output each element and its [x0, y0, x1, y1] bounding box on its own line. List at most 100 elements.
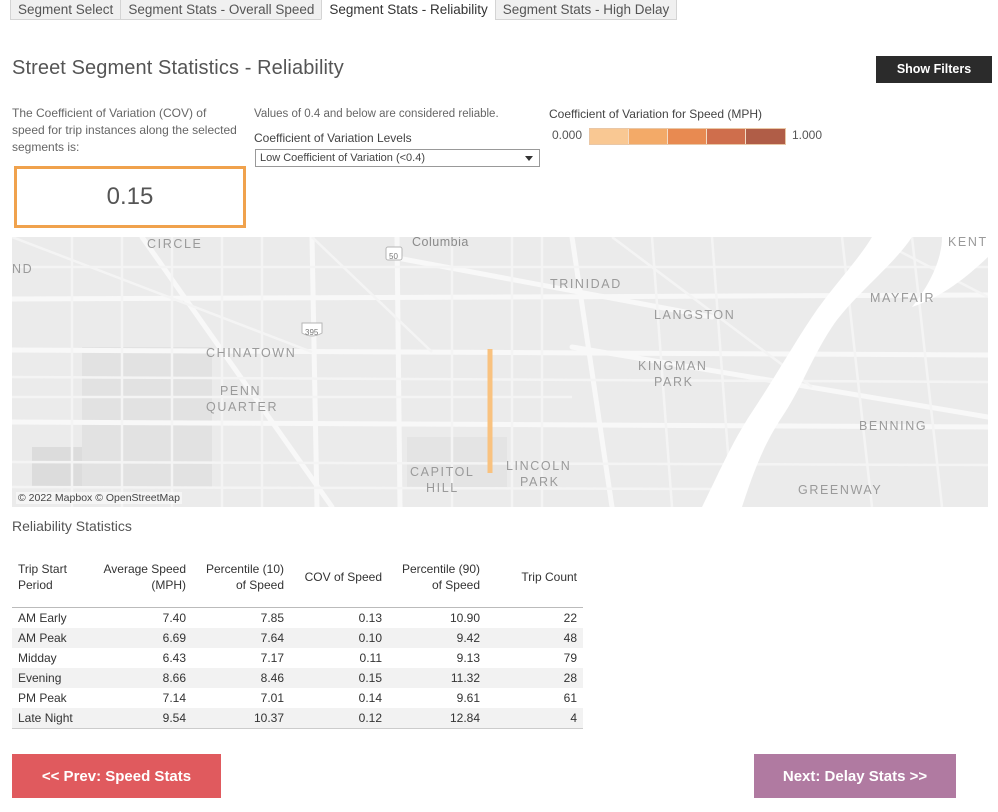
- cell-period: Midday: [18, 651, 57, 665]
- chevron-down-icon: [525, 156, 533, 161]
- next-delay-stats-button[interactable]: Next: Delay Stats >>: [754, 754, 956, 798]
- cell-p10: 7.85: [260, 611, 284, 625]
- map-label-nd: ND: [12, 262, 34, 276]
- cell-trip-count: 61: [563, 691, 577, 705]
- reliability-note: Values of 0.4 and below are considered r…: [254, 108, 499, 120]
- reliability-stats-table: Trip Start Period Average Speed (MPH) Pe…: [12, 557, 583, 729]
- header-line: of Speed: [235, 578, 284, 592]
- cell-cov: 0.11: [359, 651, 382, 665]
- header-line: Percentile (90): [401, 562, 480, 576]
- map-label-route-50: 50: [389, 252, 398, 261]
- header-percentile-10: Percentile (10) of Speed: [192, 557, 290, 608]
- reliability-stats-title: Reliability Statistics: [12, 518, 132, 534]
- cell-p90: 11.32: [388, 668, 486, 688]
- cell-avg-speed: 7.40: [162, 611, 186, 625]
- header-cov-of-speed: COV of Speed: [290, 557, 388, 608]
- header-average-speed: Average Speed (MPH): [90, 557, 192, 608]
- cell-period: Late Night: [12, 708, 90, 729]
- cell-p90: 12.84: [388, 708, 486, 729]
- cell-cov: 0.14: [358, 691, 382, 705]
- cov-levels-selected: Low Coefficient of Variation (<0.4): [260, 152, 425, 164]
- map-basemap: [12, 237, 988, 507]
- cell-trip-count: 28: [486, 668, 583, 688]
- tab-overall-speed[interactable]: Segment Stats - Overall Speed: [120, 0, 323, 20]
- header-trip-count: Trip Count: [486, 557, 583, 608]
- cell-trip-count: 4: [486, 708, 583, 729]
- map-label-kingman: KINGMAN: [638, 359, 708, 373]
- cov-levels-dropdown[interactable]: Low Coefficient of Variation (<0.4): [255, 149, 540, 167]
- legend-swatch: [590, 129, 629, 144]
- header-line: of Speed: [431, 578, 480, 592]
- table-row: Evening 8.66 8.46 0.15 11.32 28: [12, 668, 583, 688]
- table-row: AM Early 7.40 7.85 0.13 10.90 22: [12, 608, 583, 629]
- tab-bar: Segment Select Segment Stats - Overall S…: [10, 0, 678, 20]
- table-header-row: Trip Start Period Average Speed (MPH) Pe…: [12, 557, 583, 608]
- table-row: PM Peak 7.14 7.01 0.14 9.61 61: [12, 688, 583, 708]
- cell-cov: 0.15: [290, 668, 388, 688]
- header-line: Trip Count: [521, 570, 577, 584]
- cell-trip-count: 79: [563, 651, 577, 665]
- cell-p10: 8.46: [192, 668, 290, 688]
- tab-high-delay[interactable]: Segment Stats - High Delay: [494, 0, 678, 20]
- cell-avg-speed: 6.43: [162, 651, 186, 665]
- map-label-trinidad: TRINIDAD: [550, 277, 622, 291]
- tab-reliability[interactable]: Segment Stats - Reliability: [321, 0, 496, 20]
- cell-p90: 9.42: [388, 628, 486, 648]
- map-label-lincoln-park: PARK: [520, 475, 560, 489]
- cov-value-box: 0.15: [14, 166, 246, 228]
- cell-period: Evening: [12, 668, 90, 688]
- table-row: Late Night 9.54 10.37 0.12 12.84 4: [12, 708, 583, 729]
- map-label-quarter: QUARTER: [206, 400, 279, 414]
- header-line: Average Speed: [103, 562, 186, 576]
- map-label-capitol: CAPITOL: [410, 465, 475, 479]
- cell-p90: 9.61: [456, 691, 480, 705]
- segment-map[interactable]: CIRCLE Columbia KENT ND 50 395 TRINIDAD …: [12, 237, 988, 507]
- header-line: COV of Speed: [304, 570, 382, 584]
- cell-p90: 10.90: [449, 611, 480, 625]
- map-label-benning: BENNING: [859, 419, 928, 433]
- cell-avg-speed: 6.69: [90, 628, 192, 648]
- legend-swatch: [629, 129, 668, 144]
- cell-avg-speed: 9.54: [90, 708, 192, 729]
- header-line: Trip Start: [18, 562, 67, 576]
- header-line: Percentile (10): [205, 562, 284, 576]
- cell-cov: 0.10: [290, 628, 388, 648]
- header-line: (MPH): [151, 578, 186, 592]
- legend-title: Coefficient of Variation for Speed (MPH): [549, 107, 762, 121]
- show-filters-button[interactable]: Show Filters: [876, 56, 992, 83]
- map-label-langston: LANGSTON: [654, 308, 736, 322]
- cell-p10: 7.17: [260, 651, 284, 665]
- cell-trip-count: 22: [563, 611, 577, 625]
- map-label-kent: KENT: [948, 237, 988, 249]
- legend-swatch: [668, 129, 707, 144]
- map-label-mayfair: MAYFAIR: [870, 291, 936, 305]
- cell-avg-speed: 8.66: [90, 668, 192, 688]
- header-trip-start-period: Trip Start Period: [12, 557, 90, 608]
- cell-trip-count: 48: [486, 628, 583, 648]
- legend-color-ramp: [589, 128, 786, 145]
- page-title: Street Segment Statistics - Reliability: [12, 57, 344, 79]
- table-row: Midday 6.43 7.17 0.11 9.13 79: [12, 648, 583, 668]
- legend-swatch: [746, 129, 785, 144]
- cell-avg-speed: 7.14: [162, 691, 186, 705]
- map-label-route-395: 395: [305, 328, 319, 337]
- map-label-columbia: Columbia: [412, 237, 469, 249]
- legend-max-label: 1.000: [792, 128, 823, 142]
- map-label-penn: PENN: [220, 384, 262, 398]
- legend-swatch: [707, 129, 746, 144]
- cell-p10: 10.37: [192, 708, 290, 729]
- cov-value: 0.15: [106, 183, 154, 210]
- map-attribution[interactable]: © 2022 Mapbox © OpenStreetMap: [16, 492, 182, 504]
- cell-period: AM Peak: [12, 628, 90, 648]
- map-label-lincoln: LINCOLN: [506, 459, 572, 473]
- map-label-hill: HILL: [426, 481, 459, 495]
- cell-p90: 9.13: [456, 651, 480, 665]
- tab-segment-select[interactable]: Segment Select: [10, 0, 122, 20]
- cell-period: AM Early: [18, 611, 67, 625]
- cov-levels-label: Coefficient of Variation Levels: [254, 131, 412, 145]
- table-row: AM Peak 6.69 7.64 0.10 9.42 48: [12, 628, 583, 648]
- cell-p10: 7.01: [260, 691, 284, 705]
- cell-period: PM Peak: [18, 691, 67, 705]
- prev-speed-stats-button[interactable]: << Prev: Speed Stats: [12, 754, 221, 798]
- map-label-kingman-park: PARK: [654, 375, 694, 389]
